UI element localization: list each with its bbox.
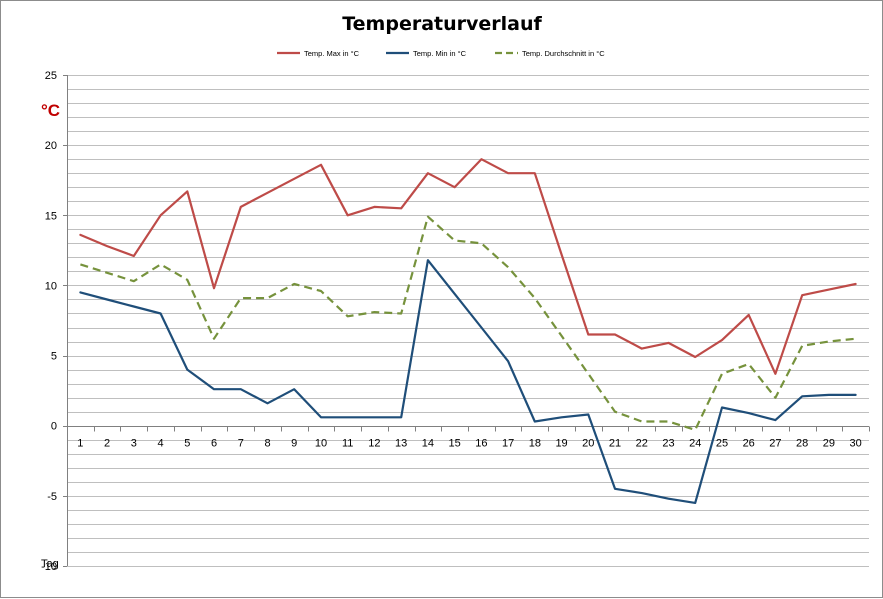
x-tick-label: 25: [716, 438, 728, 450]
legend-label: Temp. Min in °C: [413, 49, 467, 58]
series-line-3: [80, 215, 856, 431]
y-tick-label: -5: [47, 491, 57, 503]
legend-label: Temp. Durchschnitt in °C: [522, 49, 605, 58]
x-tick-label: 9: [291, 438, 297, 450]
series-line-2: [79, 259, 857, 504]
legend: Temp. Max in °C Temp. Min in °C Temp. Durc…: [277, 49, 605, 58]
x-tick-label: 30: [850, 438, 862, 450]
y-tick-label: 10: [45, 280, 57, 292]
x-tick-label: 16: [475, 438, 487, 450]
x-tick-label: 21: [609, 438, 621, 450]
x-tick-label: 11: [342, 438, 353, 450]
y-tick-label: 5: [51, 351, 57, 363]
x-tick-label: 14: [422, 438, 434, 450]
x-tick-label: 1: [77, 438, 83, 450]
gridlines: [67, 75, 869, 567]
x-tick-label: 6: [211, 438, 217, 450]
x-tick-label: 2: [104, 438, 110, 450]
x-tick-label: 18: [529, 438, 541, 450]
y-tick-label: 20: [45, 140, 57, 152]
x-tick-label: 15: [449, 438, 461, 450]
x-tick-label: 7: [238, 438, 244, 450]
x-tick-label: 17: [502, 438, 514, 450]
x-tick-label: 23: [662, 438, 674, 450]
x-axis-label: Tag: [41, 558, 59, 570]
x-tick-label: 28: [796, 438, 808, 450]
x-tick-label: 19: [555, 438, 567, 450]
x-tick-label: 27: [769, 438, 781, 450]
x-tick-label: 8: [264, 438, 270, 450]
legend-label: Temp. Max in °C: [304, 49, 360, 58]
chart-title: Temperaturverlauf: [342, 13, 542, 35]
x-tick-label: 22: [636, 438, 648, 450]
x-tick-label: 26: [743, 438, 755, 450]
x-tick-label: 24: [689, 438, 701, 450]
x-tick-label: 4: [158, 438, 164, 450]
x-tick-label: 12: [368, 438, 380, 450]
x-tick-label: 29: [823, 438, 835, 450]
series-lines: [79, 158, 857, 504]
x-tick-label: 5: [184, 438, 190, 450]
y-tick-label: 25: [45, 70, 57, 82]
y-tick-label: -10: [41, 561, 57, 573]
x-tick-label: 13: [395, 438, 407, 450]
y-tick-label: 15: [45, 210, 57, 222]
series-line-1: [79, 158, 857, 375]
x-tick-label: 10: [315, 438, 327, 450]
y-axis-unit-label: °C: [41, 101, 60, 120]
y-tick-label: 0: [51, 421, 57, 433]
x-tick-label: 3: [131, 438, 137, 450]
x-tick-label: 20: [582, 438, 594, 450]
